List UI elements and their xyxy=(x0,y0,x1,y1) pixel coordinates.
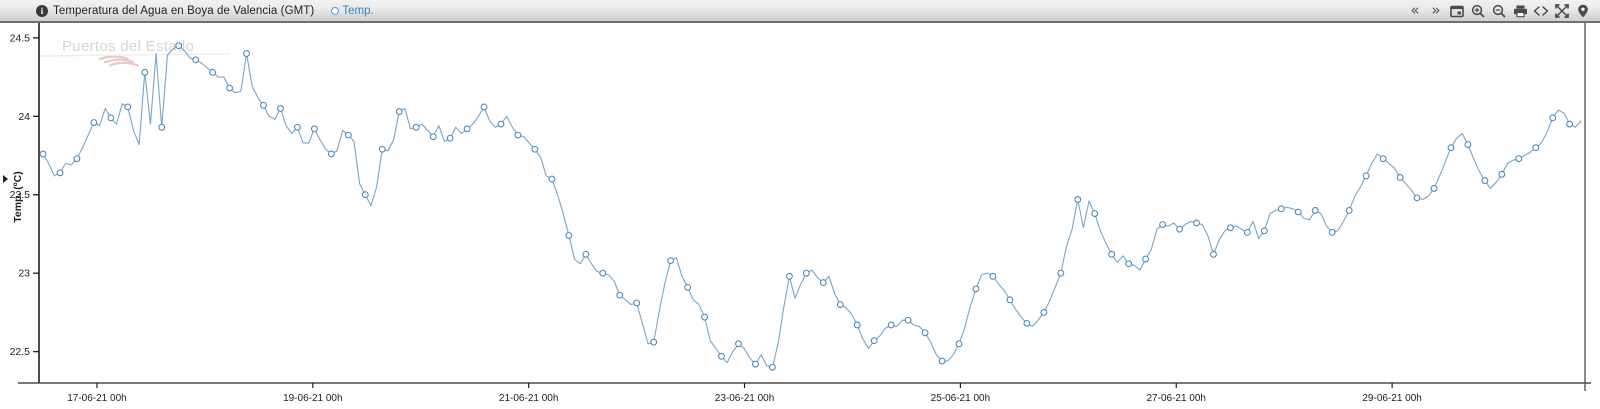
series-line-temp xyxy=(42,45,1582,368)
print-icon[interactable] xyxy=(1512,3,1528,19)
y-axis-ticks: 22.5 23 23.5 24 24.5 xyxy=(10,32,39,358)
temperature-line-chart[interactable]: Puertos del Estado 22.5 23 23.5 24 24.5 17-06-… xyxy=(0,23,1600,409)
svg-text:17-06-21 00h: 17-06-21 00h xyxy=(67,393,127,404)
svg-text:24.5: 24.5 xyxy=(10,32,31,44)
series-markers-temp xyxy=(39,42,1574,371)
svg-text:21-06-21 00h: 21-06-21 00h xyxy=(499,393,559,404)
zoom-in-icon[interactable] xyxy=(1470,3,1486,19)
toolbar-right-group: « » xyxy=(1407,0,1591,21)
svg-text:19-06-21 00h: 19-06-21 00h xyxy=(283,393,343,404)
svg-text:23: 23 xyxy=(18,268,30,280)
prev-page-icon[interactable]: « xyxy=(1410,1,1420,19)
toolbar-left-group: i Temperatura del Agua en Boya de Valenc… xyxy=(36,0,374,21)
location-pin-icon[interactable] xyxy=(1575,3,1591,19)
svg-text:23-06-21 00h: 23-06-21 00h xyxy=(715,393,775,404)
next-page-icon[interactable]: » xyxy=(1431,1,1441,19)
calendar-icon[interactable] xyxy=(1449,3,1465,19)
legend-marker-icon xyxy=(331,6,340,15)
zoom-out-icon[interactable] xyxy=(1491,3,1507,19)
y-axis-title: Temp. (ºC) xyxy=(12,171,24,223)
chart-toolbar: i Temperatura del Agua en Boya de Valenc… xyxy=(0,0,1600,23)
svg-text:22.5: 22.5 xyxy=(10,346,31,358)
svg-text:25-06-21 00h: 25-06-21 00h xyxy=(931,393,991,404)
info-icon[interactable]: i xyxy=(36,4,48,17)
svg-text:Puertos del Estado: Puertos del Estado xyxy=(62,38,194,55)
watermark: Puertos del Estado xyxy=(39,38,231,67)
code-icon[interactable] xyxy=(1533,3,1549,19)
axes xyxy=(18,23,1591,391)
svg-text:27-06-21 00h: 27-06-21 00h xyxy=(1147,393,1207,404)
legend[interactable]: Temp. xyxy=(331,4,374,17)
x-axis-ticks: 17-06-21 00h 19-06-21 00h 21-06-21 00h 23-0… xyxy=(67,383,1422,404)
svg-text:24: 24 xyxy=(18,111,30,123)
plot-area: Temp. (ºC) Puertos del Estado 22.5 23 23.5 2… xyxy=(0,23,1600,409)
legend-label: Temp. xyxy=(342,4,374,17)
y-axis-arrow-icon xyxy=(3,175,8,183)
svg-text:23.5: 23.5 xyxy=(10,189,31,201)
fullscreen-icon[interactable] xyxy=(1554,3,1570,19)
chart-title: Temperatura del Agua en Boya de Valencia… xyxy=(53,4,315,17)
svg-text:29-06-21 00h: 29-06-21 00h xyxy=(1362,393,1422,404)
